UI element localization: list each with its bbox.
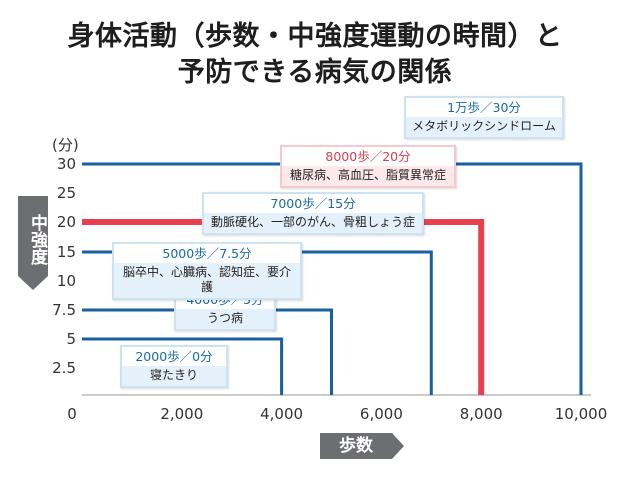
chart-title-line1: 身体活動（歩数・中強度運動の時間）と <box>67 21 563 52</box>
callout-7000-desc: 動脈硬化、一部のがん、骨粗しょう症 <box>204 212 422 233</box>
y-axis-label: 中強度 <box>27 213 47 265</box>
chart-title-line2: 予防できる病気の関係 <box>177 57 453 88</box>
callout-7000: 7000歩／15分 動脈硬化、一部のがん、骨粗しょう症 <box>202 192 424 235</box>
y-tick-label: 10 <box>57 272 76 290</box>
y-tick-label: 15 <box>57 243 76 261</box>
y-tick-label: 25 <box>57 184 76 202</box>
callout-10000-title: 1万歩／30分 <box>447 100 521 115</box>
callout-8000-desc: 糖尿病、高血圧、脂質異常症 <box>282 165 454 186</box>
y-tick-label: 30 <box>57 155 76 173</box>
callout-2000: 2000歩／0分 寝たきり <box>120 345 228 388</box>
y-tick-label: 2.5 <box>52 359 76 377</box>
x-tick-label: 6,000 <box>360 405 403 423</box>
x-tick-label: 4,000 <box>260 405 303 423</box>
callout-5000-title: 5000歩／7.5分 <box>162 246 252 261</box>
y-axis-label-banner <box>18 196 48 290</box>
callout-10000: 1万歩／30分 メタボリックシンドローム <box>404 96 564 139</box>
x-tick-label: 10,000 <box>555 405 608 423</box>
y-axis-unit: (分) <box>52 136 79 154</box>
x-tick-label: 0 <box>67 405 77 423</box>
step-line-10000 <box>82 162 583 395</box>
callout-2000-title: 2000歩／0分 <box>135 349 213 364</box>
callout-8000-title: 8000歩／20分 <box>325 149 411 164</box>
callout-8000: 8000歩／20分 糖尿病、高血圧、脂質異常症 <box>280 145 456 188</box>
y-tick-label: 20 <box>57 213 76 231</box>
y-tick-label: 5 <box>66 330 76 348</box>
step-line-4000 <box>82 337 284 395</box>
x-axis-label-banner <box>320 433 404 459</box>
x-tick-label: 2,000 <box>160 405 203 423</box>
callout-4000-desc: うつ病 <box>176 308 274 329</box>
callout-2000-desc: 寝たきり <box>122 365 226 386</box>
step-line-5000 <box>82 308 333 395</box>
x-axis-label: 歩数 <box>339 436 373 456</box>
callout-5000: 5000歩／7.5分 脳卒中、心臓病、認知症、要介護 <box>112 242 302 300</box>
callout-7000-title: 7000歩／15分 <box>270 196 356 211</box>
x-tick-label: 8,000 <box>460 405 503 423</box>
y-tick-label: 7.5 <box>52 301 76 319</box>
callout-10000-desc: メタボリックシンドローム <box>406 116 562 137</box>
callout-5000-desc: 脳卒中、心臓病、認知症、要介護 <box>114 262 300 298</box>
